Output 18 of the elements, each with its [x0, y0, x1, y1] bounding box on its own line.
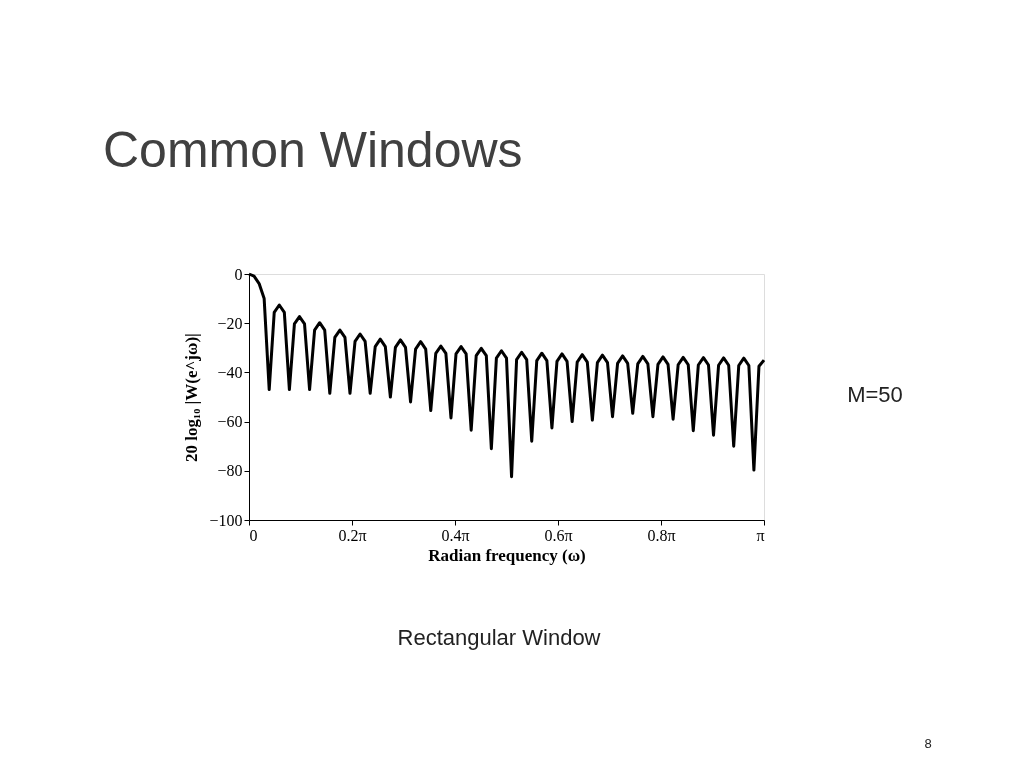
x-axis-title: Radian frequency (ω) — [428, 545, 586, 565]
x-tick-label: 0.4π — [441, 526, 470, 544]
y-tick-label: 0 — [234, 265, 243, 283]
y-tick-label: −100 — [209, 511, 243, 529]
y-tick-label: −20 — [217, 314, 243, 332]
x-tick-label: 0.6π — [544, 526, 573, 544]
y-tick-label: −80 — [217, 462, 243, 480]
text: Rectangular Window — [397, 625, 601, 650]
text: M=50 — [847, 382, 903, 407]
y-tick-label: −40 — [217, 363, 243, 381]
x-tick-label: π — [756, 526, 765, 544]
x-tick-label: 0 — [249, 526, 258, 544]
y-tick-label: −60 — [217, 413, 243, 431]
x-tick-label: 0.2π — [338, 526, 367, 544]
chart-title: Common Windows — [103, 122, 523, 178]
y-axis-title: 20 log₁₀ |W(e^jω)| — [182, 333, 202, 462]
text: 8 — [924, 736, 932, 751]
x-tick-label: 0.8π — [647, 526, 676, 544]
